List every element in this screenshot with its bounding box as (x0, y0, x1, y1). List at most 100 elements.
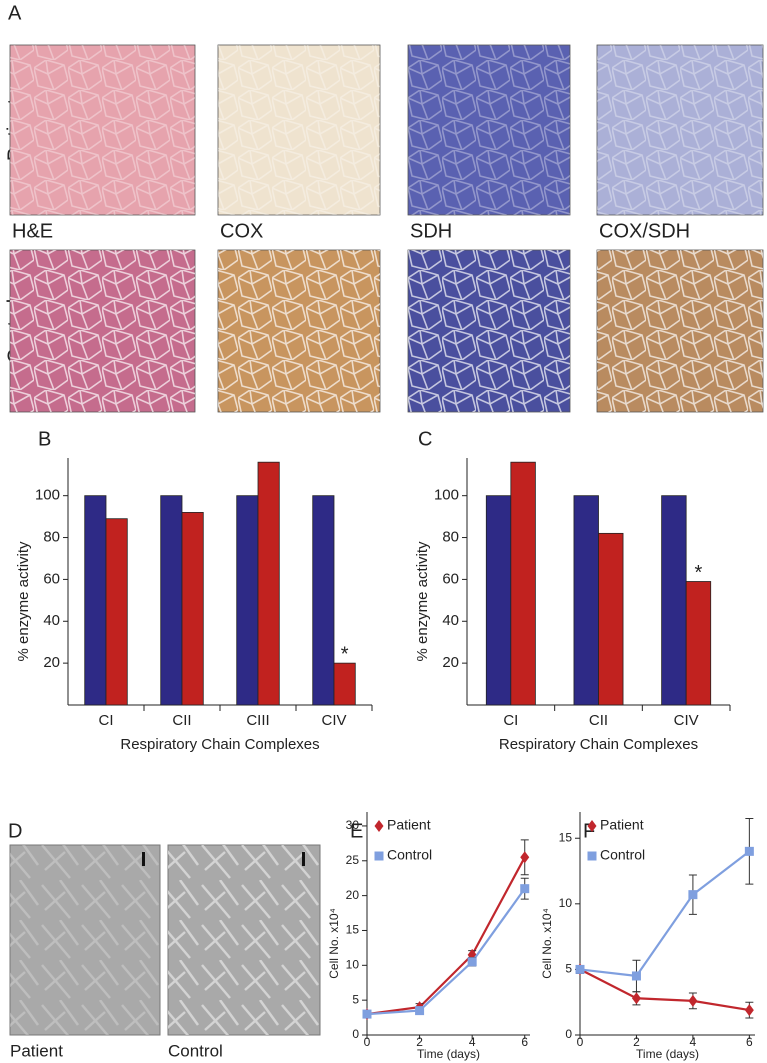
data-point (688, 994, 698, 1007)
series-line (579, 850, 751, 978)
image-texture (10, 250, 195, 412)
y-tick-label: 80 (442, 529, 459, 546)
series-line (366, 856, 526, 1016)
bar (573, 495, 599, 706)
bar (510, 461, 536, 706)
x-tick-label: 6 (746, 1035, 753, 1049)
scale-bar (302, 852, 305, 866)
y-tick-label: 60 (442, 570, 459, 587)
stain-label: SDH (410, 220, 452, 242)
image-texture (218, 250, 380, 412)
x-tick-label: CII (589, 712, 608, 729)
bar (685, 581, 712, 706)
cell-label: Control (168, 1041, 223, 1060)
x-axis-label: Time (days) (636, 1047, 699, 1061)
data-point (631, 971, 641, 981)
x-tick-label: CIV (674, 712, 699, 729)
bar (105, 518, 128, 706)
data-point (362, 1009, 372, 1019)
x-tick-label: CI (99, 712, 114, 729)
bar (160, 495, 183, 706)
panel-label: D (8, 820, 22, 842)
panel-label: E (350, 820, 363, 842)
x-axis-label: Respiratory Chain Complexes (499, 736, 698, 753)
data-point (744, 846, 754, 856)
image-texture (597, 250, 763, 412)
data-point (688, 890, 698, 900)
panel-label: A (8, 2, 22, 24)
y-tick-label: 20 (346, 888, 360, 902)
series-line (579, 968, 750, 1012)
y-tick-label: 20 (442, 654, 459, 671)
scale-bar (142, 852, 145, 866)
bar (236, 495, 259, 706)
x-tick-label: 0 (364, 1035, 371, 1049)
legend-marker (374, 851, 384, 861)
data-point (744, 1004, 754, 1017)
annotation: * (695, 562, 703, 584)
y-tick-label: 15 (559, 830, 573, 844)
y-axis-label: % enzyme activity (15, 541, 32, 662)
data-point (520, 851, 530, 864)
y-axis-label: Cell No. x10⁴ (540, 908, 554, 979)
y-tick-label: 20 (43, 654, 60, 671)
x-tick-label: CIV (321, 712, 346, 729)
y-tick-label: 30 (346, 818, 360, 832)
image-texture (408, 45, 570, 215)
image-texture (218, 45, 380, 215)
y-tick-label: 15 (346, 923, 360, 937)
data-point (631, 992, 641, 1005)
y-tick-label: 100 (35, 487, 60, 504)
cell-texture (168, 845, 320, 1035)
stain-label: COX/SDH (599, 220, 690, 242)
bar (661, 495, 687, 706)
y-tick-label: 40 (43, 612, 60, 629)
y-tick-label: 10 (346, 957, 360, 971)
y-axis-label: Cell No. x10⁴ (327, 908, 341, 979)
panel-label: B (38, 428, 51, 450)
legend-label: Control (600, 847, 645, 863)
legend-marker (587, 851, 597, 861)
x-tick-label: 2 (416, 1035, 423, 1049)
y-tick-label: 100 (434, 487, 459, 504)
bar (84, 495, 107, 706)
y-tick-label: 25 (346, 853, 360, 867)
x-tick-label: 4 (690, 1035, 697, 1049)
legend-label: Control (387, 847, 432, 863)
y-tick-label: 40 (442, 612, 459, 629)
y-tick-label: 0 (565, 1027, 572, 1041)
y-tick-label: 5 (565, 962, 572, 976)
image-texture (10, 45, 195, 215)
x-tick-label: CII (172, 712, 191, 729)
annotation: * (341, 643, 349, 665)
y-tick-label: 80 (43, 529, 60, 546)
data-point (467, 957, 477, 967)
x-axis-label: Respiratory Chain Complexes (120, 736, 319, 753)
x-tick-label: 0 (577, 1035, 584, 1049)
cell-label: Patient (10, 1041, 63, 1060)
data-point (520, 884, 530, 894)
x-tick-label: 6 (521, 1035, 528, 1049)
legend-label: Patient (387, 817, 431, 833)
y-tick-label: 60 (43, 570, 60, 587)
x-tick-label: 4 (469, 1035, 476, 1049)
x-tick-label: 2 (633, 1035, 640, 1049)
panel-label: C (418, 428, 432, 450)
x-tick-label: CI (503, 712, 518, 729)
x-tick-label: CIII (246, 712, 269, 729)
x-axis-label: Time (days) (417, 1047, 480, 1061)
legend-marker (374, 820, 384, 832)
cell-texture (10, 845, 160, 1035)
data-point (415, 1006, 425, 1016)
y-tick-label: 10 (559, 896, 573, 910)
bar (257, 461, 280, 706)
bar (312, 495, 335, 706)
series-line (366, 888, 526, 1016)
stain-label: COX (220, 220, 263, 242)
data-point (575, 964, 585, 974)
y-tick-label: 5 (352, 992, 359, 1006)
bar (485, 495, 512, 706)
bar (181, 512, 204, 706)
